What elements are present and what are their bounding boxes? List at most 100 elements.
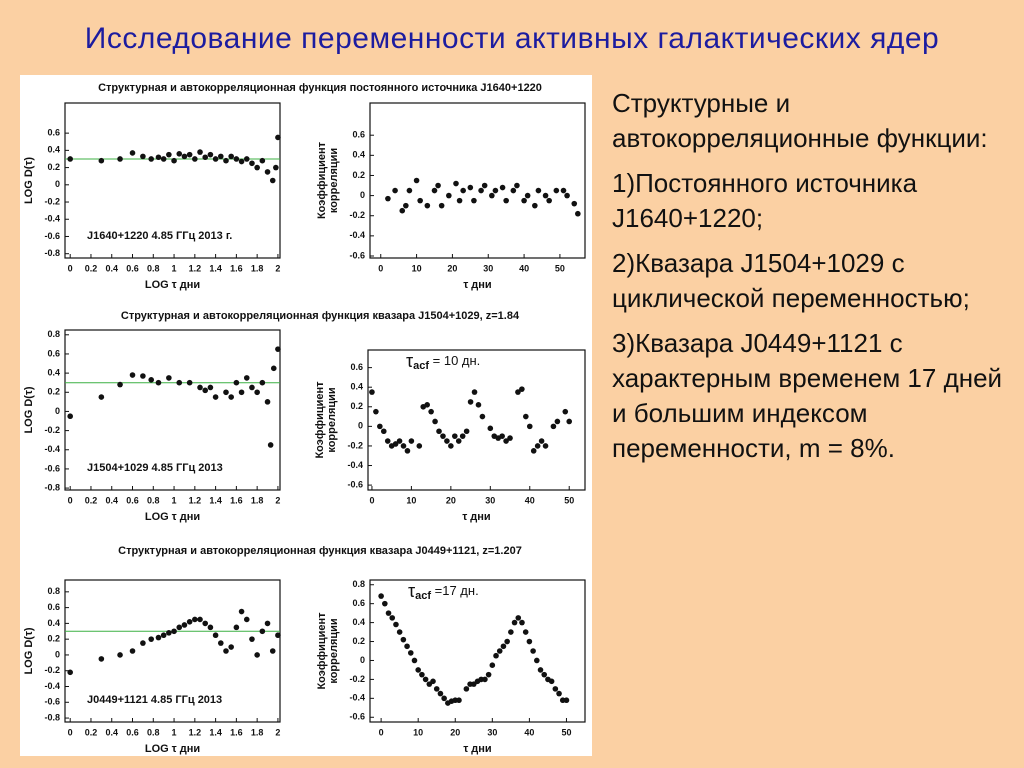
data-point [377,423,383,430]
data-point [499,433,505,439]
x-tick-label: 1.2 [189,263,202,273]
y-tick-label: -0.2 [44,665,60,675]
data-point [186,151,193,158]
x-tick-label: 1.8 [251,727,264,737]
annotation: J1504+1029 4.85 ГГц 2013 [87,462,223,474]
data-point [496,648,503,654]
x-axis-label: LOG τ дни [145,743,200,755]
data-point [452,433,458,439]
data-point [478,187,484,194]
data-point [249,636,255,642]
data-point [479,413,486,420]
x-tick-label: 0.8 [147,263,160,273]
y-axis-label: корреляции [328,618,340,683]
data-point [269,177,276,184]
figure-caption: Структурная и автокорреляционная функция… [118,545,522,557]
data-point [223,157,229,164]
y-tick-label: -0.6 [44,463,60,473]
data-point [378,593,384,599]
data-point [270,365,277,372]
data-point [534,443,541,449]
y-tick-label: 0.2 [352,636,365,646]
data-point [392,441,399,447]
data-point [441,695,447,702]
x-tick-label: 0.4 [105,495,118,505]
data-point [228,394,234,400]
data-point [148,636,155,642]
y-tick-label: 0.6 [352,130,365,140]
y-tick-label: 0.2 [47,162,60,172]
y-tick-label: 0.4 [47,367,60,377]
data-point [233,624,240,631]
data-point [385,195,391,202]
y-tick-label: -0.8 [44,248,60,258]
data-point [275,632,281,639]
x-tick-label: 0.6 [126,263,139,273]
y-tick-label: 0.6 [47,348,60,358]
y-tick-label: -0.4 [44,681,60,691]
y-axis-label: корреляции [326,387,338,452]
data-point [197,384,203,391]
y-axis-label: Коэффициент [316,141,328,219]
x-tick-label: 10 [413,727,423,737]
data-point [537,667,544,673]
data-point [176,151,183,157]
data-point [166,630,172,636]
data-point [389,615,396,621]
data-point [524,192,531,199]
y-tick-label: -0.6 [349,712,365,722]
data-point [511,619,518,626]
data-point [98,157,105,164]
data-point [417,197,423,204]
data-point [406,187,413,194]
data-point [481,182,488,189]
y-tick-label: -0.6 [44,697,60,707]
data-point [238,389,245,396]
data-point [440,433,446,439]
data-point [243,156,250,162]
x-axis-label: τ дни [463,279,491,291]
data-point [171,157,177,164]
x-tick-label: 2 [275,263,280,273]
x-tick-label: 20 [450,727,460,737]
data-point [233,379,240,386]
annotation-subscript: acf [413,360,429,372]
data-point [217,153,224,160]
data-point [455,438,462,444]
data-point [393,621,399,628]
data-point [264,620,271,627]
figure-caption: Структурная и автокорреляционная функция… [98,82,542,94]
data-point [485,671,492,678]
data-point [269,648,276,654]
data-point [148,377,155,383]
y-tick-label: -0.4 [349,693,365,703]
data-point [554,418,561,425]
data-point [460,187,466,194]
data-point [186,619,193,625]
data-point [212,632,219,639]
y-tick-label: 0 [360,655,365,665]
data-point [186,379,193,386]
data-point [264,169,271,175]
data-point [459,433,466,439]
x-tick-label: 1.8 [251,263,264,273]
y-tick-label: 0.4 [352,150,365,160]
data-point [515,389,521,395]
data-point [217,640,224,646]
plot-frame [369,102,586,259]
data-point [514,182,520,189]
data-point [373,408,379,415]
x-tick-label: 1 [172,495,177,505]
data-point [223,389,229,396]
data-point [436,428,442,435]
y-tick-label: -0.6 [347,479,363,489]
x-tick-label: 1 [172,263,177,273]
data-point [181,622,188,628]
data-point [422,676,429,683]
x-tick-label: 0.4 [105,727,118,737]
data-point [67,669,73,676]
data-point [98,394,105,400]
data-point [140,153,146,160]
data-point [202,154,209,161]
